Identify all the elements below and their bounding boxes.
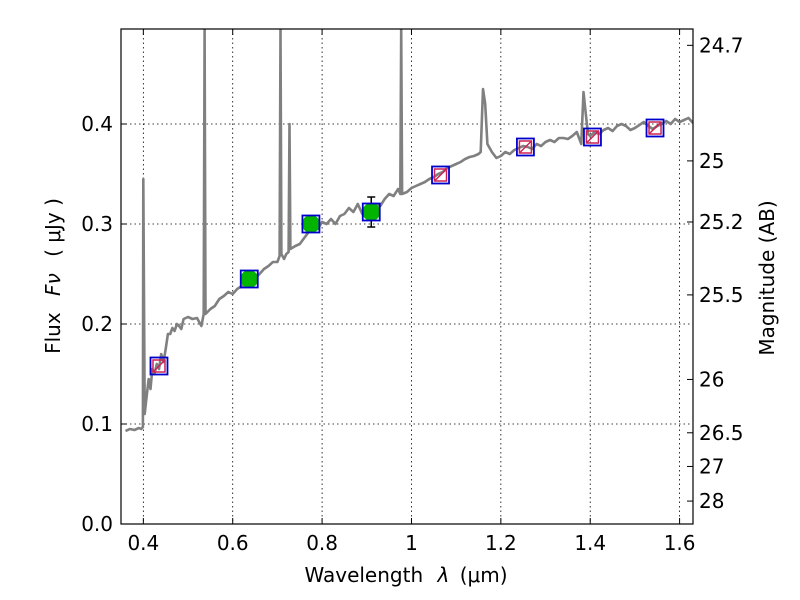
y-axis-symbol: Fν	[41, 273, 65, 296]
x-tick-label: 1	[405, 531, 418, 555]
right-tick-label: 26.5	[699, 421, 744, 445]
model-photometry-marker	[149, 356, 169, 376]
right-tick-label: 26	[699, 367, 724, 391]
grid-layer	[121, 29, 693, 525]
right-tick-label: 27	[699, 454, 724, 478]
model-photometry-marker	[361, 202, 381, 222]
upper-limit-slash	[585, 130, 599, 144]
upper-limit-marker	[648, 121, 662, 135]
right-tick-label: 25.5	[699, 283, 744, 307]
x-tick-label: 1.6	[664, 531, 696, 555]
x-tick-label: 0.4	[127, 531, 159, 555]
upper-limit-slash	[648, 121, 662, 135]
spectrum-line	[124, 29, 693, 433]
right-axis-title: Magnitude (AB)	[755, 200, 779, 355]
right-tick-label: 28	[699, 489, 724, 513]
x-axis-title-text: Wavelength	[304, 563, 423, 587]
model-photometry-marker	[301, 214, 321, 234]
y-tick-label: 0.3	[81, 212, 113, 236]
x-tick-label: 1.2	[485, 531, 517, 555]
plot-frame	[120, 28, 694, 525]
y-tick-label: 0.0	[81, 512, 113, 536]
upper-limit-marker	[433, 168, 448, 182]
y-tick-label: 0.4	[81, 112, 113, 136]
x-axis-title: Wavelength λ (μm)	[304, 563, 507, 587]
upper-limit-slash	[518, 140, 532, 154]
y-tick-label: 0.2	[81, 312, 113, 336]
x-axis-unit: (μm)	[460, 563, 508, 587]
observed-point	[240, 270, 259, 288]
upper-limit-slash	[152, 359, 166, 373]
x-tick-label: 0.6	[217, 531, 249, 555]
upper-limit-marker	[585, 130, 600, 144]
tick-layer: 0.4 0.6 0.8 1 1.2 1.4 1.6 0.0 0.1 0.2 0.3 0.4 24.7 25…	[81, 29, 744, 555]
right-tick-label: 25	[699, 149, 724, 173]
model-photometry-marker	[431, 165, 450, 185]
spectrum-layer	[124, 29, 693, 433]
x-tick-label: 0.8	[306, 531, 338, 555]
observed-point	[362, 203, 381, 221]
upper-limit-marker	[152, 359, 166, 373]
observed-point	[301, 215, 320, 233]
x-tick-label: 1.4	[574, 531, 606, 555]
x-axis-symbol: λ	[437, 563, 450, 587]
y-axis-title: Flux Fν ( μJy )	[41, 198, 65, 354]
y-axis-title-text: Flux	[41, 312, 65, 354]
upper-limit-marker	[518, 140, 533, 154]
model-photometry-marker	[516, 137, 535, 157]
right-tick-label: 25.2	[699, 210, 744, 234]
right-tick-label: 24.7	[699, 33, 744, 57]
model-photometry-marker	[645, 118, 665, 138]
upper-limit-slash	[433, 168, 448, 182]
model-photometry-marker	[583, 127, 602, 147]
y-tick-label: 0.1	[81, 412, 113, 436]
y-axis-unit: ( μJy )	[41, 198, 65, 257]
model-photometry-marker	[239, 269, 259, 289]
marker-layer	[149, 118, 665, 376]
